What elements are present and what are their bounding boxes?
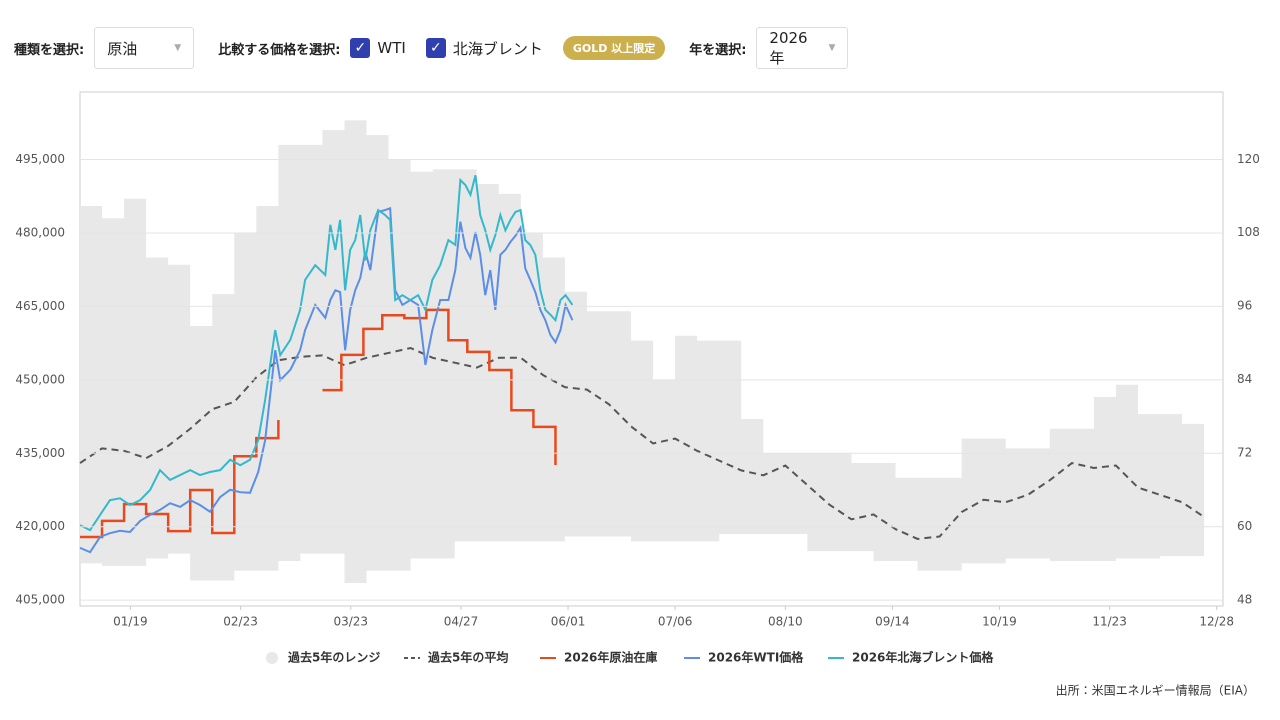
badge: GOLD 以上限定 — [562, 36, 666, 60]
y2-tick-label: 72 — [1237, 446, 1252, 460]
kind-select[interactable]: 原油 ▼ — [94, 27, 195, 69]
series-layer — [79, 120, 1205, 583]
y2-tick-label: 48 — [1237, 592, 1252, 606]
checkbox[interactable]: ✓ WTI — [350, 38, 406, 58]
y-tick-label: 435,000 — [15, 446, 65, 460]
select-value: 原油 — [107, 39, 138, 58]
check-icon: ✓ — [350, 38, 371, 58]
x-tick-label: 09/14 — [875, 615, 910, 629]
arrow: ▼ — [828, 43, 836, 53]
arrow: ▼ — [174, 43, 182, 53]
y2-tick-label: 96 — [1237, 299, 1252, 313]
y2-tick-label: 120 — [1237, 152, 1260, 166]
x-tick-label: 08/10 — [768, 615, 803, 629]
x-tick-label: 07/06 — [658, 615, 693, 629]
label: 種類を選択: — [14, 42, 85, 58]
checkbox[interactable]: ✓ 北海ブレント — [425, 38, 543, 59]
label: 比較する価格を選択: — [218, 42, 341, 58]
controls: 種類を選択: 原油 ▼ 比較する価格を選択: ✓ WTI ✓ 北海ブレント GOLD … — [14, 26, 849, 70]
y-tick-label: 495,000 — [15, 152, 65, 166]
plot-border — [79, 91, 1224, 607]
legend-label: 2026年北海ブレント価格 — [852, 650, 994, 665]
check-icon: ✓ — [425, 38, 446, 58]
x-tick-label: 06/01 — [551, 615, 586, 629]
series-line — [79, 206, 574, 554]
legend-label: 過去5年のレンジ — [288, 650, 380, 665]
y-tick-label: 405,000 — [15, 593, 65, 607]
x-tick-label: 03/23 — [333, 615, 368, 629]
year-select[interactable]: 2026年 ▼ — [756, 27, 849, 69]
y2-tick-label: 108 — [1237, 225, 1260, 239]
y2-tick-label: 60 — [1237, 519, 1252, 533]
source: 出所：米国エネルギー情報局（EIA） — [1056, 684, 1255, 698]
x-tick-label: 10/19 — [982, 615, 1017, 629]
x-tick-label: 01/19 — [113, 615, 148, 629]
y-tick-label: 480,000 — [15, 225, 65, 239]
option: WTI — [377, 39, 406, 57]
x-tick-label: 12/28 — [1199, 615, 1234, 629]
y-tick-label: 465,000 — [15, 299, 65, 313]
y-tick-label: 450,000 — [15, 372, 65, 386]
legend-label: 2026年原油在庫 — [564, 650, 657, 665]
x-tick-label: 11/23 — [1092, 615, 1127, 629]
y-tick-label: 420,000 — [15, 519, 65, 533]
range-area — [80, 120, 1205, 583]
legend-marker — [266, 652, 278, 664]
series-line — [79, 346, 1205, 540]
y2-tick-label: 84 — [1237, 372, 1252, 386]
series-line — [79, 174, 574, 532]
legend-label: 過去5年の平均 — [428, 650, 508, 665]
series-line — [80, 308, 557, 539]
x-tick-label: 04/27 — [444, 615, 479, 629]
legend-label: 2026年WTI価格 — [708, 650, 804, 665]
x-tick-label: 02/23 — [223, 615, 258, 629]
label: 年を選択: — [689, 42, 747, 58]
option: 北海ブレント — [452, 39, 543, 58]
select-value: 2026年 — [769, 28, 808, 67]
